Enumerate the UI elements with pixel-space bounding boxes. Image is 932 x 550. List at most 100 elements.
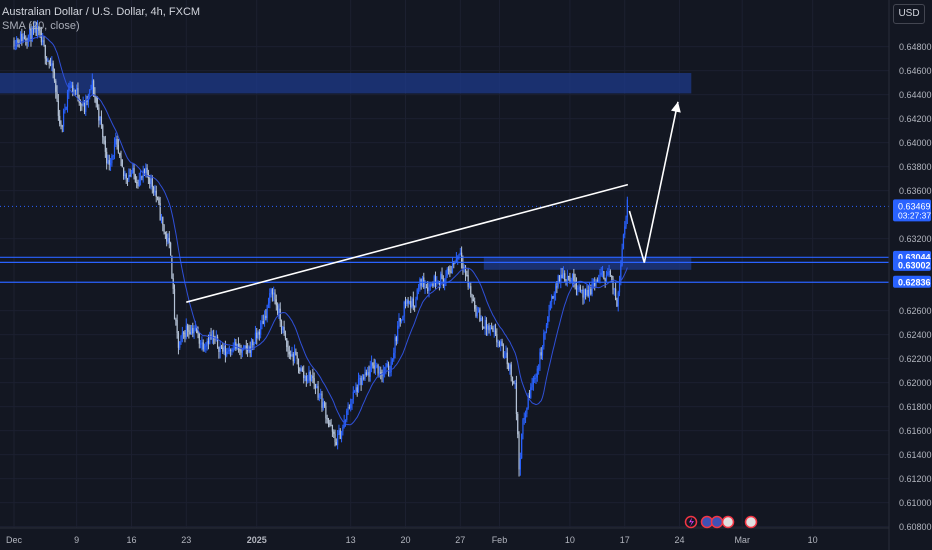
candle-body-138[interactable]	[193, 329, 195, 334]
candle-body-9[interactable]	[25, 39, 27, 41]
candle-body-348[interactable]	[467, 274, 469, 287]
candle-body-135[interactable]	[189, 331, 191, 335]
candle-body-196[interactable]	[269, 293, 271, 304]
candle-body-189[interactable]	[260, 322, 262, 335]
candle-body-411[interactable]	[549, 302, 551, 310]
candle-body-380[interactable]	[509, 364, 511, 369]
candle-body-421[interactable]	[562, 273, 565, 279]
candle-body-77[interactable]	[113, 144, 116, 156]
candle-body-309[interactable]	[416, 289, 418, 300]
candle-body-240[interactable]	[326, 418, 328, 420]
candle-body-117[interactable]	[166, 234, 168, 242]
candle-body-197[interactable]	[270, 289, 272, 294]
candle-body-87[interactable]	[126, 178, 129, 180]
candle-body-401[interactable]	[536, 368, 538, 378]
candle-body-429[interactable]	[573, 273, 575, 281]
candle-body-72[interactable]	[107, 160, 109, 164]
candle-body-28[interactable]	[49, 64, 52, 66]
candle-body-436[interactable]	[582, 289, 584, 298]
candle-body-12[interactable]	[29, 28, 31, 36]
candle-body-168[interactable]	[232, 348, 234, 352]
candle-body-187[interactable]	[257, 331, 259, 339]
candle-body-450[interactable]	[600, 272, 602, 275]
candle-body-465[interactable]	[620, 265, 622, 282]
candle-body-327[interactable]	[440, 273, 442, 285]
candle-body-378[interactable]	[506, 352, 508, 365]
candle-body-402[interactable]	[538, 368, 540, 370]
candle-body-374[interactable]	[501, 341, 503, 346]
candle-body-79[interactable]	[116, 139, 118, 145]
candle-body-8[interactable]	[23, 36, 26, 40]
candle-body-215[interactable]	[293, 351, 296, 362]
candle-body-367[interactable]	[492, 328, 494, 332]
candle-body-83[interactable]	[121, 159, 123, 168]
candle-body-336[interactable]	[451, 263, 454, 273]
candle-body-388[interactable]	[519, 458, 521, 470]
candle-body-208[interactable]	[284, 333, 287, 339]
candle-body-460[interactable]	[613, 288, 615, 290]
candle-body-321[interactable]	[432, 284, 434, 287]
candle-body-415[interactable]	[554, 286, 557, 294]
candle-body-62[interactable]	[94, 94, 96, 98]
candle-body-360[interactable]	[483, 327, 485, 329]
candle-body-198[interactable]	[271, 289, 273, 295]
candle-body-381[interactable]	[510, 364, 512, 377]
candle-body-118[interactable]	[167, 237, 169, 242]
candle-body-391[interactable]	[523, 418, 525, 420]
candle-body-89[interactable]	[129, 175, 131, 177]
candle-body-221[interactable]	[301, 368, 304, 372]
candle-body-282[interactable]	[381, 374, 383, 376]
event-us-flag-icon-2[interactable]	[744, 515, 758, 529]
candle-body-26[interactable]	[47, 61, 49, 63]
candle-body-177[interactable]	[244, 345, 246, 347]
candle-body-107[interactable]	[153, 186, 155, 193]
candle-body-375[interactable]	[502, 345, 504, 357]
candle-body-340[interactable]	[457, 257, 459, 259]
candle-body-149[interactable]	[207, 340, 210, 344]
candle-body-270[interactable]	[365, 372, 367, 376]
candle-body-24[interactable]	[44, 45, 46, 59]
candle-body-463[interactable]	[617, 292, 619, 307]
candle-body-225[interactable]	[307, 379, 309, 381]
candle-body-104[interactable]	[149, 178, 151, 184]
candle-body-63[interactable]	[95, 97, 97, 104]
candle-body-74[interactable]	[109, 163, 112, 165]
candle-body-356[interactable]	[477, 309, 480, 313]
candle-body-290[interactable]	[391, 359, 394, 362]
candle-body-75[interactable]	[111, 156, 113, 164]
candle-body-234[interactable]	[318, 395, 320, 398]
candle-body-242[interactable]	[329, 422, 331, 426]
candle-body-428[interactable]	[571, 273, 574, 281]
candle-body-432[interactable]	[577, 288, 579, 290]
candle-body-166[interactable]	[230, 349, 232, 352]
candle-body-48[interactable]	[76, 88, 78, 91]
candle-body-373[interactable]	[500, 341, 502, 346]
candle-body-424[interactable]	[566, 276, 568, 281]
candle-body-127[interactable]	[179, 341, 181, 348]
candle-body-451[interactable]	[601, 271, 604, 273]
candle-body-111[interactable]	[158, 198, 160, 204]
candle-body-103[interactable]	[147, 172, 150, 179]
candle-body-354[interactable]	[475, 308, 477, 317]
candle-body-267[interactable]	[361, 377, 364, 385]
candle-body-393[interactable]	[526, 408, 528, 414]
candle-body-445[interactable]	[594, 281, 596, 286]
candle-body-405[interactable]	[541, 346, 544, 356]
candle-body-288[interactable]	[389, 372, 391, 374]
candle-body-210[interactable]	[287, 347, 289, 352]
candle-body-269[interactable]	[364, 372, 366, 379]
candle-body-224[interactable]	[305, 375, 307, 381]
candle-body-46[interactable]	[73, 90, 75, 92]
candle-body-176[interactable]	[243, 346, 245, 349]
candle-body-407[interactable]	[544, 331, 546, 334]
candle-body-95[interactable]	[137, 183, 139, 186]
candle-body-400[interactable]	[535, 377, 537, 379]
candle-body-148[interactable]	[206, 340, 208, 346]
candle-body-303[interactable]	[408, 301, 411, 304]
candle-body-182[interactable]	[250, 340, 253, 353]
candle-body-178[interactable]	[245, 345, 247, 349]
candle-body-78[interactable]	[115, 139, 117, 145]
event-au-flag-icon-2[interactable]	[710, 515, 724, 529]
candle-body-172[interactable]	[237, 344, 240, 350]
candle-body-382[interactable]	[511, 376, 514, 382]
